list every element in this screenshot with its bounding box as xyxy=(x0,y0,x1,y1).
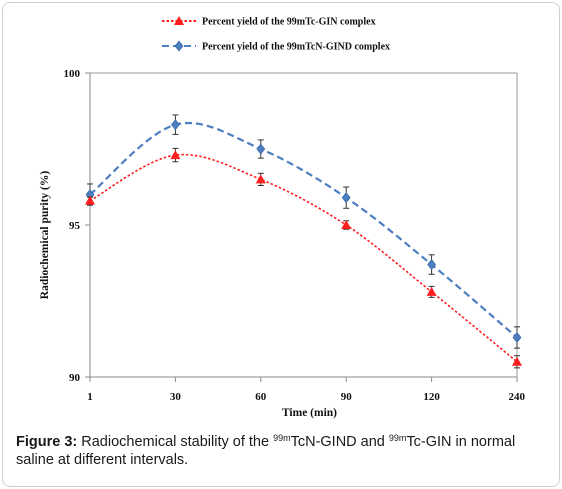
caption-text-3: Tc-GIN in normal saline at different int… xyxy=(16,434,516,468)
data-point-gind xyxy=(512,331,522,343)
y-axis-title: Radiochemical purity (%) xyxy=(39,171,51,300)
series-line-gind xyxy=(89,122,518,339)
caption-label: Figure 3: xyxy=(16,434,78,450)
caption-sup-2: 99m xyxy=(388,433,407,443)
series-line-gin xyxy=(89,153,518,363)
x-tick-label: 90 xyxy=(341,391,353,403)
data-point-gind xyxy=(341,192,351,204)
data-point-gind xyxy=(427,259,436,271)
data-point-gin xyxy=(170,150,181,160)
x-tick-label: 1 xyxy=(87,391,93,403)
y-tick-label: 95 xyxy=(69,220,81,232)
data-point-gin xyxy=(426,286,437,296)
legend-label: Percent yield of the 99mTcN-GIND complex xyxy=(202,42,390,53)
data-point-gin xyxy=(512,356,522,366)
figure-caption: Figure 3: Radiochemical stability of the… xyxy=(16,433,548,469)
caption-sup-1: 99m xyxy=(273,433,291,443)
data-point-gin xyxy=(341,220,352,229)
x-tick-label: 30 xyxy=(170,391,182,403)
line-chart: 90 95 100 1 30 60 90 120 240 Time (min) Radiochemi… xyxy=(39,16,526,419)
x-tick-label: 60 xyxy=(255,391,267,403)
x-tick-label: 240 xyxy=(509,391,526,403)
data-point-gind xyxy=(171,119,180,131)
x-tick-label: 120 xyxy=(423,391,440,403)
y-tick-label: 100 xyxy=(64,68,81,80)
y-tick-label: 90 xyxy=(69,372,81,384)
data-point-gind xyxy=(256,143,266,155)
data-point-gin xyxy=(255,174,266,184)
x-axis-title: Time (min) xyxy=(282,407,337,419)
legend-marker xyxy=(174,40,184,52)
caption-text-2: TcN-GIND and xyxy=(290,434,389,450)
data-point-gin xyxy=(85,195,95,205)
legend-label: Percent yield of the 99mTc-GIN complex xyxy=(202,17,376,28)
legend-marker xyxy=(174,16,184,25)
caption-text-1: Radiochemical stability of the xyxy=(77,434,274,450)
